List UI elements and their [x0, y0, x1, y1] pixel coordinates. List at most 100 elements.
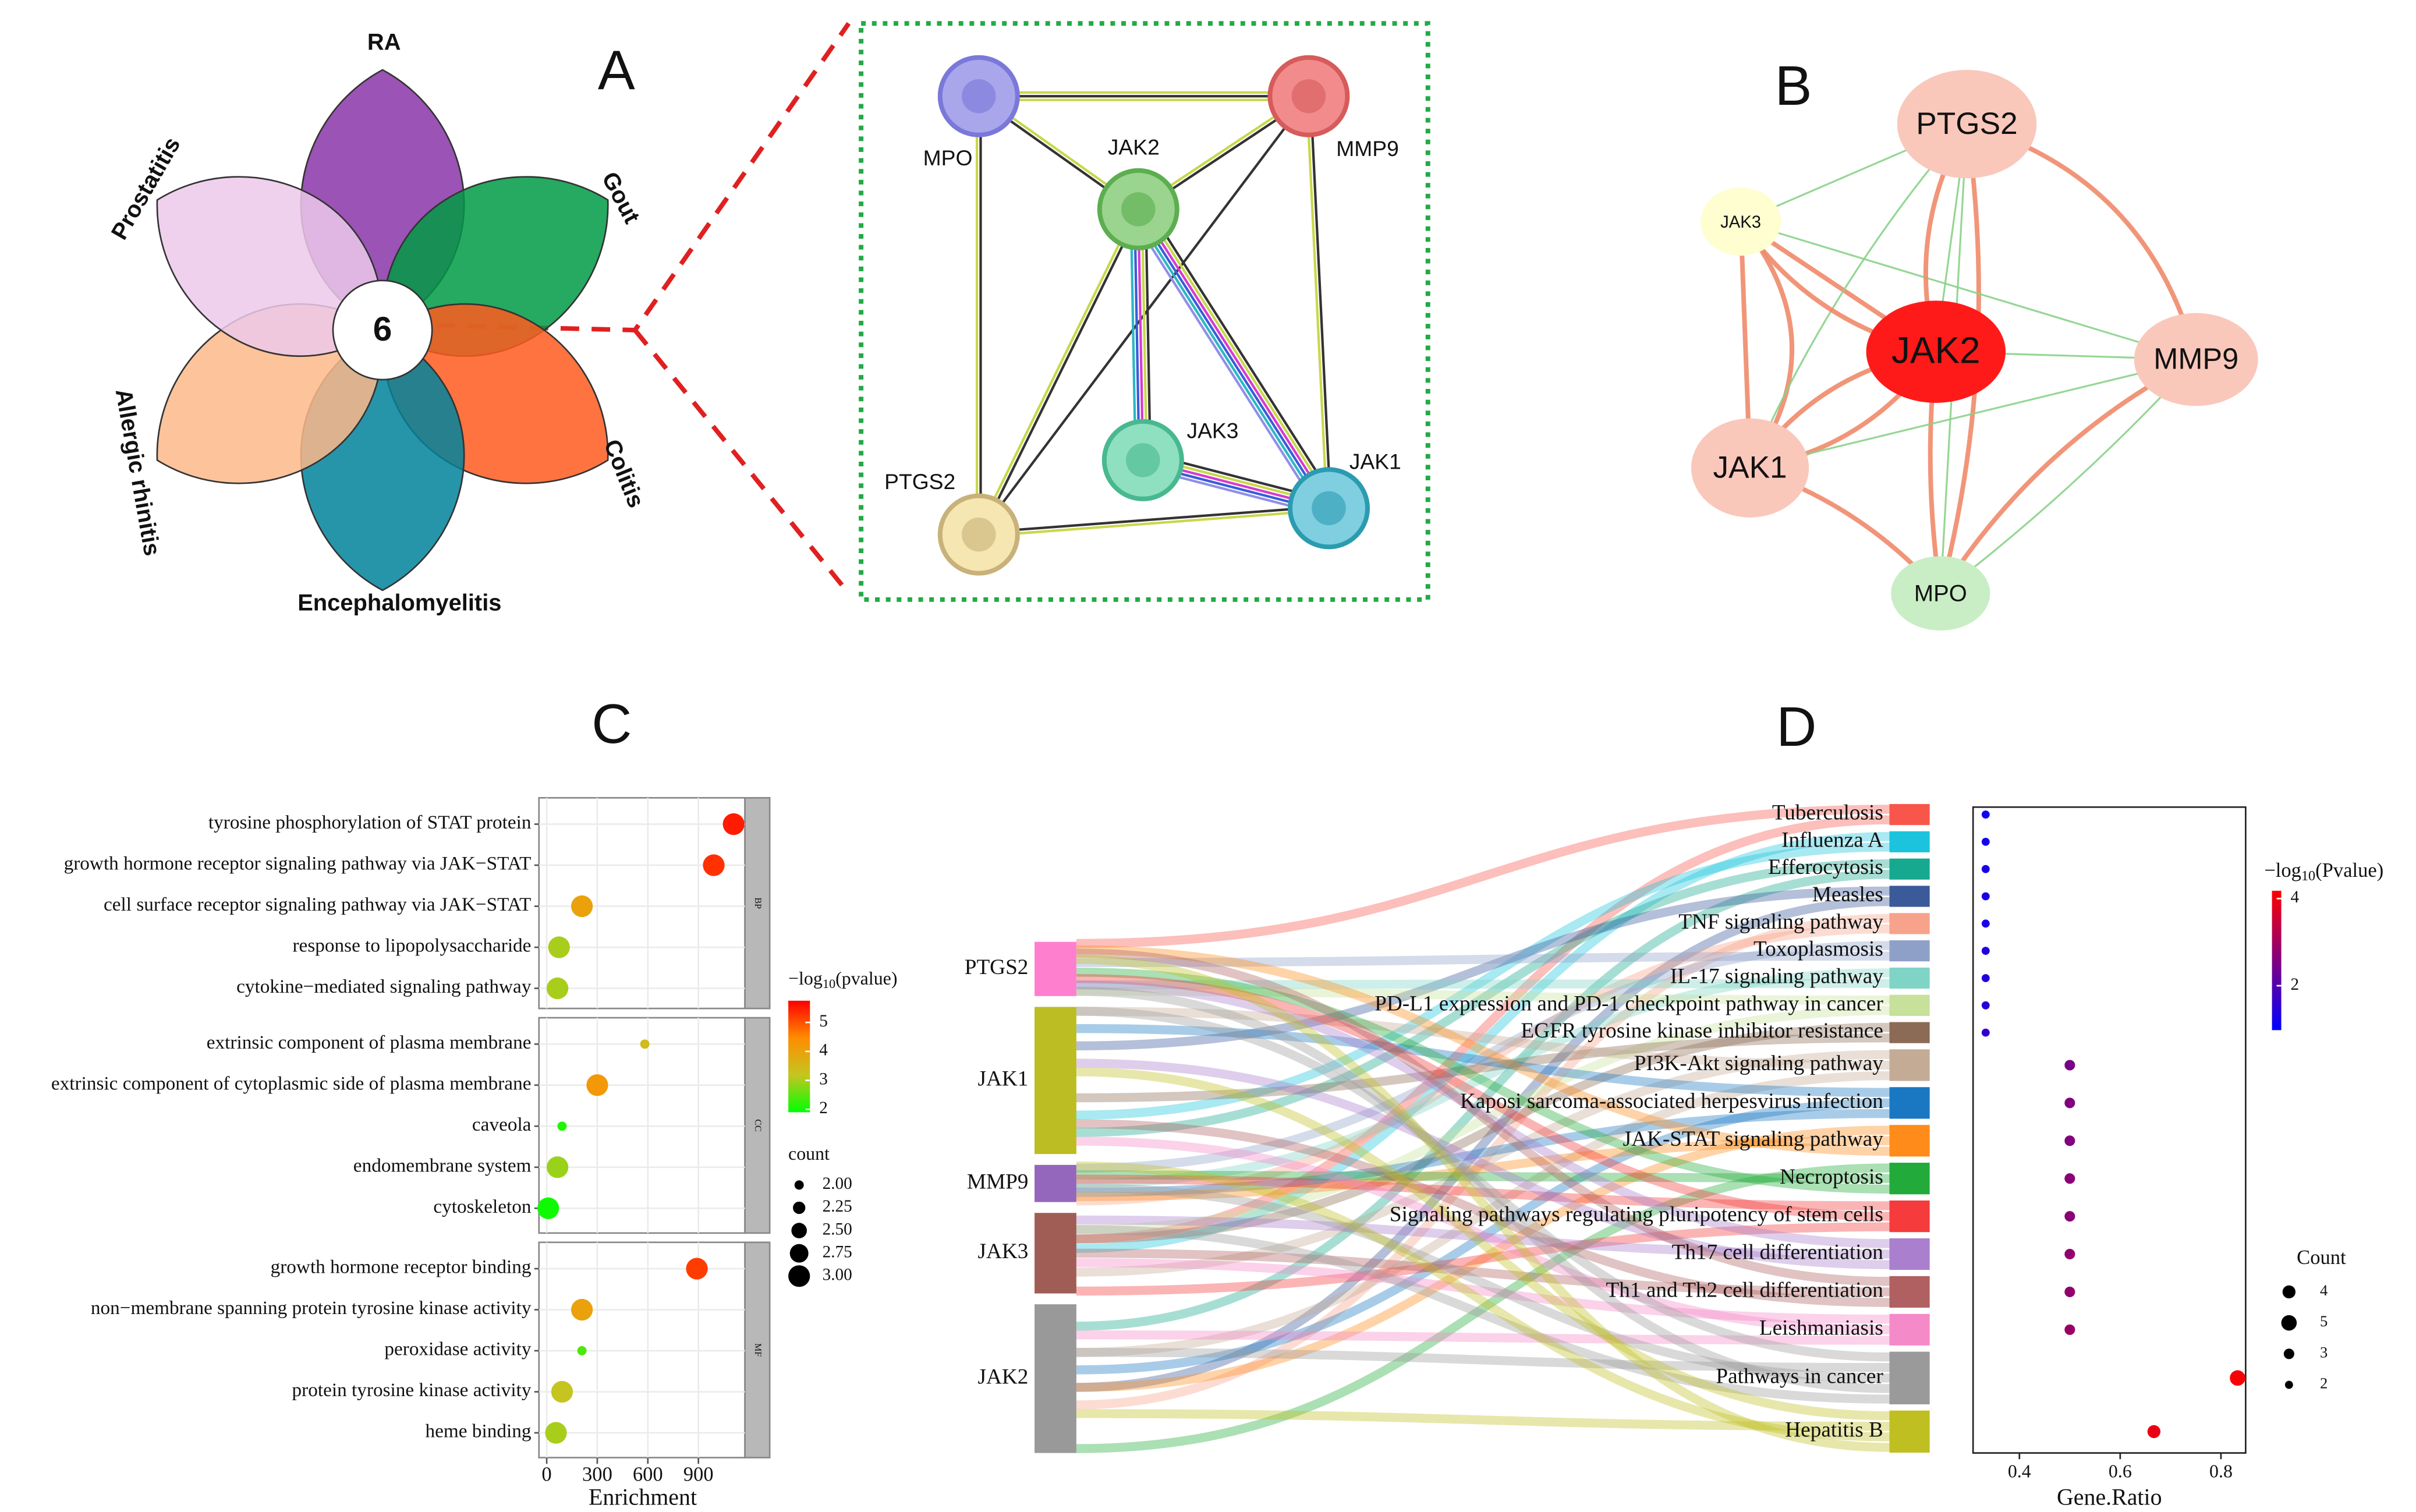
gene-block	[1035, 941, 1076, 996]
ppi-node-structure	[1121, 192, 1156, 226]
dot	[1981, 1001, 1990, 1010]
sankey-link	[1076, 832, 1890, 1253]
sankey-link	[1076, 1248, 1890, 1297]
pathway-label: Efferocytosis	[1768, 855, 1883, 879]
dot	[2064, 1248, 2075, 1260]
sankey-link	[1076, 1136, 1890, 1201]
gene-block	[1035, 1164, 1076, 1202]
sankey-link	[1076, 980, 1890, 1248]
dot	[586, 1074, 608, 1096]
term-label: cytokine−mediated signaling pathway	[236, 976, 532, 997]
size-legend-dot	[2283, 1348, 2294, 1359]
size-legend-label: 2.50	[823, 1220, 852, 1238]
ppi-node-label: JAK2	[1108, 135, 1160, 160]
ppi-node-label: MPO	[923, 146, 973, 170]
ppi-node-structure	[1291, 79, 1326, 114]
sankey-link	[1076, 1258, 1890, 1324]
facet-label: BP	[753, 897, 763, 909]
ppi-edge	[976, 208, 1138, 534]
facet-panel	[538, 1241, 746, 1458]
legend-title-part: (Pvalue)	[2315, 859, 2383, 881]
ppi-edge	[1129, 213, 1322, 514]
colorbar	[2272, 890, 2282, 1031]
pathway-block	[1889, 1410, 1930, 1453]
term-label: growth hormone receptor binding	[271, 1256, 532, 1278]
dot	[1981, 810, 1990, 819]
gene-label: MMP9	[967, 1170, 1029, 1194]
pathway-block	[1889, 1200, 1930, 1233]
network-node-label: JAK2	[1891, 330, 1981, 371]
size-legend-dot	[2284, 1380, 2293, 1389]
pathway-label: Measles	[1812, 883, 1883, 907]
facet-panel	[538, 796, 746, 1010]
sankey-link	[1076, 1119, 1890, 1307]
pathway-block	[1889, 994, 1930, 1016]
dot	[2064, 1135, 2075, 1146]
pathway-block	[1889, 1276, 1930, 1308]
x-tick-label: 900	[683, 1463, 714, 1485]
term-label: response to lipopolysaccharide	[292, 935, 531, 957]
term-label: heme binding	[426, 1421, 532, 1442]
network-edge	[1749, 358, 2197, 469]
pathway-block	[1889, 967, 1930, 989]
term-label: caveola	[472, 1114, 532, 1135]
colorbar-tick-label: 4	[819, 1041, 828, 1060]
ppi-edge	[1132, 211, 1326, 512]
size-legend-label: 2.25	[823, 1197, 852, 1216]
dot	[571, 1298, 593, 1321]
term-label: protein tyrosine kinase activity	[292, 1379, 532, 1401]
sankey-link	[1076, 1215, 1890, 1259]
pathway-label: PD-L1 expression and PD-1 checkpoint pat…	[1375, 992, 1883, 1015]
panel-label: A	[598, 39, 635, 101]
size-legend-dot	[788, 1265, 810, 1287]
pathway-block	[1889, 1351, 1930, 1405]
x-tick-label: 0.4	[2008, 1461, 2031, 1482]
network-node	[1691, 418, 1809, 518]
dot	[2064, 1211, 2075, 1222]
sankey-link	[1076, 1058, 1890, 1269]
pathway-label: JAK-STAT signaling pathway	[1623, 1127, 1884, 1151]
ppi-node-label: MMP9	[1336, 136, 1399, 161]
dot	[2064, 1286, 2075, 1297]
term-label: endomembrane system	[353, 1155, 532, 1176]
size-legend-dot	[793, 1201, 806, 1214]
sankey-link	[1076, 1161, 1890, 1442]
x-tick-label: 600	[633, 1463, 663, 1485]
ppi-node-label: JAK1	[1349, 449, 1401, 474]
colorbar	[788, 1000, 810, 1113]
pathway-label: TNF signaling pathway	[1678, 910, 1883, 934]
size-legend-label: 5	[2320, 1312, 2328, 1330]
gene-block	[1035, 1213, 1076, 1294]
legend-title-part: (pvalue)	[835, 969, 897, 989]
dot	[1981, 1028, 1990, 1037]
legend-title-part: −log	[788, 969, 823, 989]
dot	[1981, 892, 1990, 901]
network-node-label: PTGS2	[1916, 107, 2017, 141]
term-label: tyrosine phosphorylation of STAT protein	[208, 812, 532, 833]
sankey-link	[1076, 1033, 1890, 1103]
pathway-block	[1889, 1163, 1930, 1195]
legend-title-part: 10	[2301, 868, 2315, 884]
gene-block	[1035, 1007, 1076, 1155]
ppi-edge	[979, 508, 1329, 538]
network-node-label: JAK3	[1720, 213, 1761, 232]
pathway-block	[1889, 831, 1930, 852]
pathway-block	[1889, 1049, 1930, 1081]
gene-label: PTGS2	[965, 955, 1029, 979]
size-legend-label: 3	[2320, 1343, 2328, 1361]
zoom-box	[859, 21, 1430, 602]
dot	[2230, 1370, 2245, 1386]
facet-strip	[744, 1241, 771, 1458]
facet-strip	[744, 796, 771, 1010]
size-legend-dot	[2281, 1315, 2297, 1331]
sankey-link	[1076, 897, 1890, 1392]
ppi-edge	[979, 209, 1142, 536]
dot	[548, 936, 570, 958]
pathway-label: Tuberculosis	[1772, 801, 1883, 825]
pathway-block	[1889, 940, 1930, 962]
ppi-node-structure	[962, 79, 996, 114]
size-legend-label: 4	[2320, 1281, 2328, 1299]
sankey-link	[1076, 1007, 1890, 1362]
sankey-link	[1076, 1022, 1890, 1244]
